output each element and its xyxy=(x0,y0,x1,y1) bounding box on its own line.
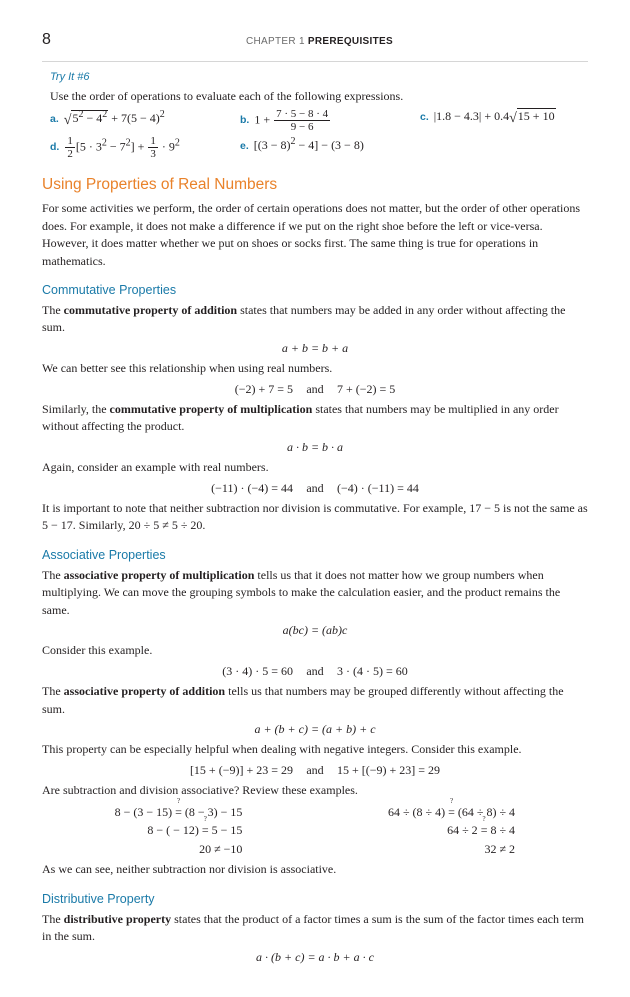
page-header: 8 CHAPTER 1 PREREQUISITES xyxy=(42,28,588,51)
assoc-add-text: The associative property of addition tel… xyxy=(42,683,588,718)
comm-note: It is important to note that neither sub… xyxy=(42,500,588,535)
tryit-title: Try It #6 xyxy=(50,70,588,86)
header-rule xyxy=(42,61,588,62)
dist-formula: a · (b + c) = a · b + a · c xyxy=(42,949,588,966)
associative-heading: Associative Properties xyxy=(42,546,588,564)
commutative-heading: Commutative Properties xyxy=(42,281,588,299)
div-example: 64 ÷ (8 ÷ 4) = (64 ÷ 8) ÷ 4 64 ÷ 2 = 8 ÷… xyxy=(388,803,515,859)
comm-p4: Again, consider an example with real num… xyxy=(42,459,588,476)
comm-add-formula: a + b = b + a xyxy=(42,340,588,357)
tryit-item-e: e. [(3 − 8)2 − 4] − (3 − 8) xyxy=(240,135,588,160)
dist-text: The distributive property states that th… xyxy=(42,911,588,946)
tryit-block: Try It #6 Use the order of operations to… xyxy=(42,70,588,160)
assoc-counterexamples: 8 − (3 − 15) = (8 − 3) − 15 8 − ( − 12) … xyxy=(42,803,588,859)
comm-ex2: (−11) · (−4) = 44and(−4) · (−11) = 44 xyxy=(42,480,588,497)
tryit-row-2: d. 12[5 · 32 − 72] + 13 · 92 e. [(3 − 8)… xyxy=(50,135,588,160)
page: 8 CHAPTER 1 PREREQUISITES Try It #6 Use … xyxy=(0,0,630,997)
assoc-p2: Consider this example. xyxy=(42,642,588,659)
comm-add-text: The commutative property of addition sta… xyxy=(42,302,588,337)
assoc-ex2: [15 + (−9)] + 23 = 29and15 + [(−9) + 23]… xyxy=(42,762,588,779)
assoc-ex1: (3 · 4) · 5 = 60and3 · (4 · 5) = 60 xyxy=(42,663,588,680)
tryit-item-a: a. √52 − 42 + 7(5 − 4)2 xyxy=(50,108,240,133)
comm-mult-formula: a · b = b · a xyxy=(42,439,588,456)
chapter-title: CHAPTER 1 PREREQUISITES xyxy=(51,35,588,50)
assoc-p5: Are subtraction and division associative… xyxy=(42,782,588,799)
assoc-conclusion: As we can see, neither subtraction nor d… xyxy=(42,861,588,878)
assoc-p4: This property can be especially helpful … xyxy=(42,741,588,758)
assoc-add-formula: a + (b + c) = (a + b) + c xyxy=(42,721,588,738)
comm-mult-text: Similarly, the commutative property of m… xyxy=(42,401,588,436)
assoc-mult-formula: a(bc) = (ab)c xyxy=(42,622,588,639)
comm-p2: We can better see this relationship when… xyxy=(42,360,588,377)
tryit-row-1: a. √52 − 42 + 7(5 − 4)2 b. 1 + 7 · 5 − 8… xyxy=(50,108,588,133)
tryit-item-c: c. |1.8 − 4.3| + 0.4√15 + 10 xyxy=(420,108,588,133)
section-heading: Using Properties of Real Numbers xyxy=(42,174,588,196)
tryit-instruction: Use the order of operations to evaluate … xyxy=(50,88,588,105)
distributive-heading: Distributive Property xyxy=(42,890,588,908)
tryit-item-b: b. 1 + 7 · 5 − 8 · 49 − 6 xyxy=(240,108,420,133)
assoc-mult-text: The associative property of multiplicati… xyxy=(42,567,588,619)
sub-example: 8 − (3 − 15) = (8 − 3) − 15 8 − ( − 12) … xyxy=(115,803,243,859)
tryit-item-d: d. 12[5 · 32 − 72] + 13 · 92 xyxy=(50,135,240,160)
page-number: 8 xyxy=(42,28,51,51)
section-intro: For some activities we perform, the orde… xyxy=(42,200,588,270)
comm-ex1: (−2) + 7 = 5and7 + (−2) = 5 xyxy=(42,381,588,398)
